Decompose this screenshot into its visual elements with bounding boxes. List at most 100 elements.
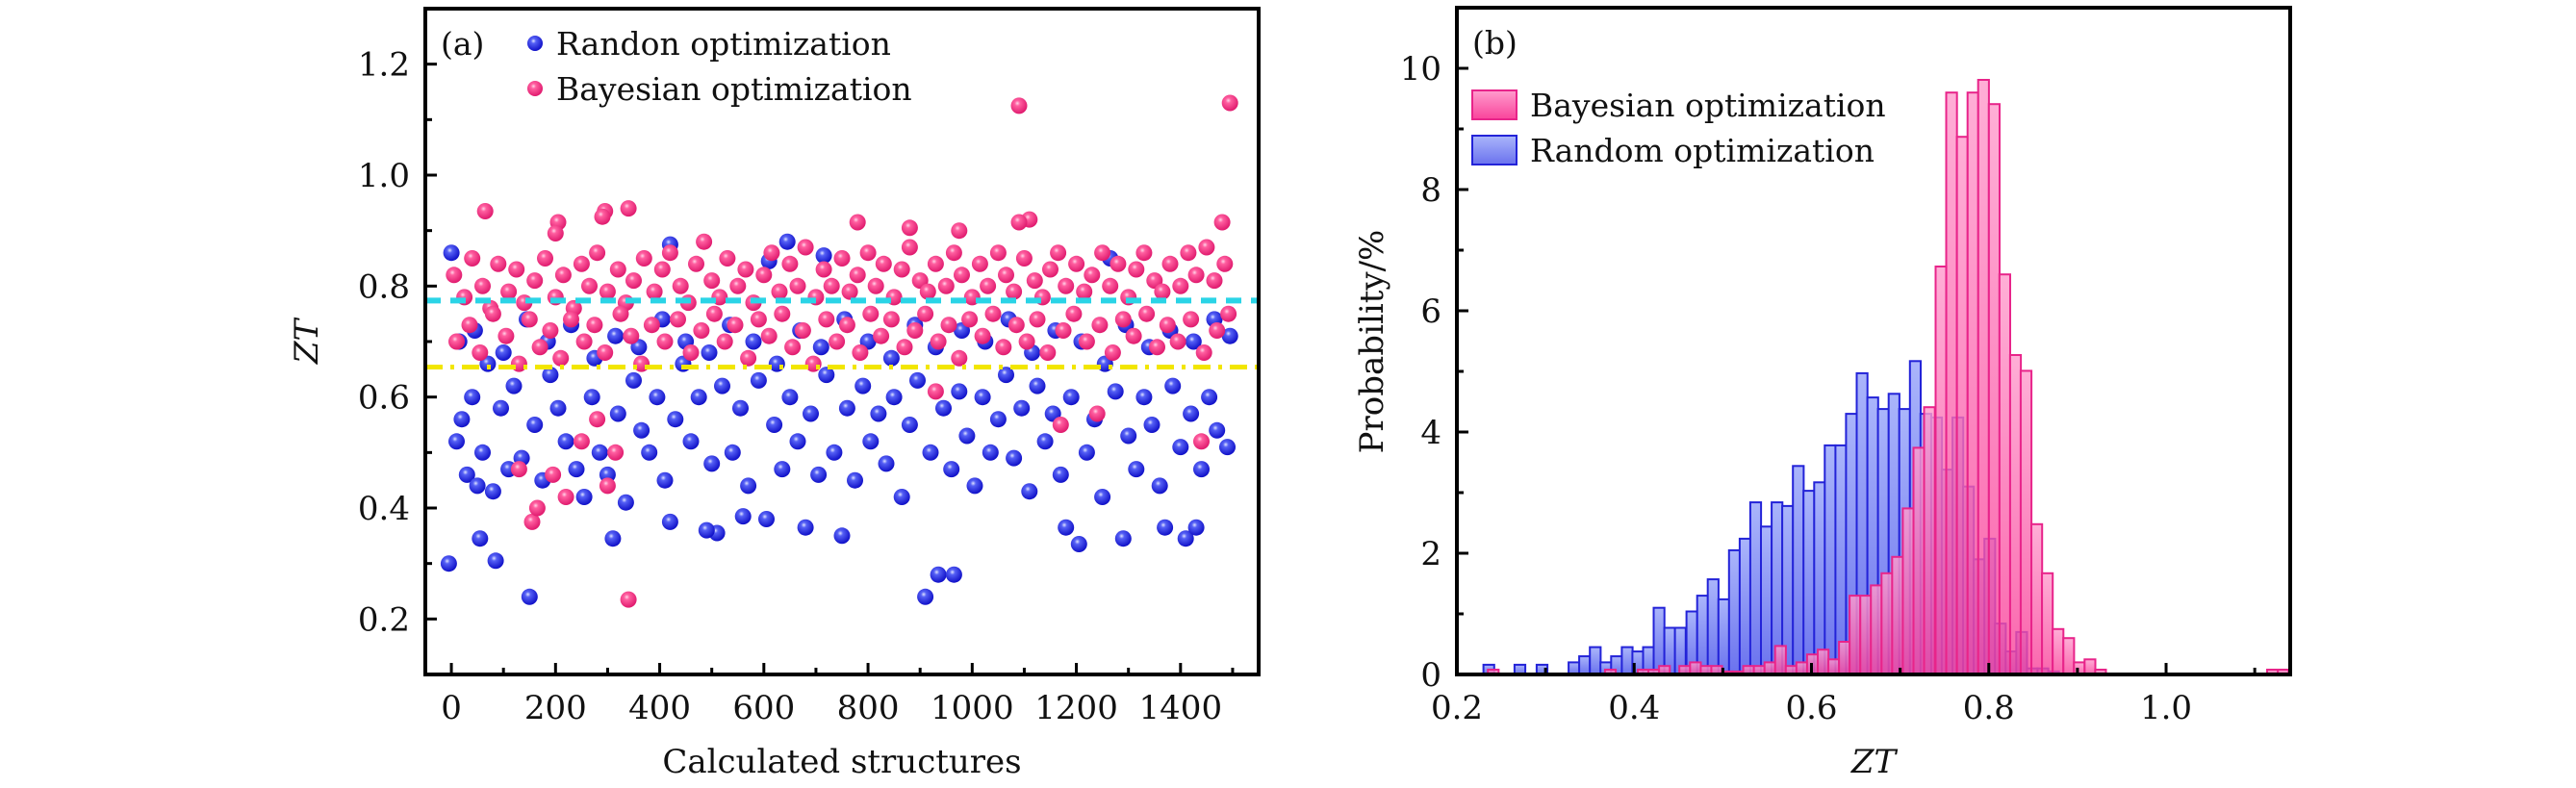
scatter-point-random [966,477,983,495]
scatter-point-bayesian [1065,305,1083,322]
scatter-point-bayesian [1102,277,1119,294]
x-tick-label-a: 0 [441,689,462,727]
scatter-point-bayesian [951,349,968,367]
scatter-point-random [838,399,855,417]
scatter-point-random [930,566,947,583]
scatter-point-bayesian [823,277,840,294]
scatter-point-random [893,489,910,505]
scatter-point-bayesian [1068,255,1085,272]
scatter-point-bayesian [893,261,910,278]
histogram-bar-bayesian [1934,266,1948,674]
scatter-point-bayesian [1010,97,1028,114]
scatter-point-bayesian [1195,344,1212,361]
histogram-bar-random [1717,597,1731,674]
histogram-bar-bayesian [2052,627,2065,674]
scatter-point-random [542,367,559,384]
scatter-point-random [575,489,593,505]
scatter-point-bayesian [476,203,494,219]
scatter-point-bayesian [1221,94,1238,112]
histogram-bar-random [1535,663,1549,674]
histogram-bar-bayesian [1966,91,1979,674]
scatter-point-random [557,433,574,450]
histogram-bar-bayesian [1977,79,1990,674]
scatter-point-bayesian [852,344,869,361]
scatter-point-bayesian [1154,283,1171,300]
scatter-point-bayesian [859,244,877,262]
x-tick-label-a: 1400 [1139,689,1223,727]
legend-label-bayesian: Bayesian optimization [556,70,912,108]
scatter-point-random [1062,389,1080,406]
plot-frame-b [1455,6,2292,676]
scatter-point-random [885,389,903,406]
scatter-point-bayesian [927,255,944,272]
histogram-bar-random [1748,501,1763,674]
histogram-bar-random [1589,646,1602,674]
scatter-point-bayesian [531,339,548,356]
scatter-point-bayesian [448,333,465,350]
scatter-point-random [818,367,835,384]
scatter-point-random [1052,466,1069,483]
scatter-point-random [958,427,976,445]
scatter-point-bayesian [497,327,515,344]
scatter-point-bayesian [573,255,590,272]
x-axis-b: 0.2 0.4 0.6 0.8 1.0 [1431,663,2257,727]
scatter-point-bayesian [1050,244,1067,262]
scatter-point-random [945,566,962,583]
scatter-point-random [604,530,622,547]
scatter-point-random [909,371,926,389]
histogram-bar-random [1727,548,1742,674]
scatter-point-bayesian [620,200,637,217]
scatter-point-random [1151,477,1168,495]
scatter-point-bayesian [1058,277,1075,294]
y-tick-label-b: 10 [1400,50,1441,89]
scatter-point-bayesian [940,317,957,334]
scatter-point-random [649,389,666,406]
scatter-point-random [661,513,678,530]
scatter-point-bayesian [1055,322,1072,339]
scatter-point-bayesian [755,267,773,284]
scatter-point-bayesian [510,355,527,372]
scatter-point-bayesian [951,222,968,240]
scatter-point-bayesian [971,255,988,272]
scatter-point-random [521,588,538,605]
scatter-point-bayesian [643,317,660,334]
scatter-point-random [1193,461,1210,478]
scatter-point-bayesian [1172,277,1189,294]
scatter-point-bayesian [464,250,481,267]
x-axis-title-a: Calculated structures [662,743,1021,781]
scatter-point-bayesian [1187,267,1205,284]
scatter-point-bayesian [693,322,710,339]
scatter-point-bayesian [635,250,652,267]
scatter-point-bayesian [523,513,541,530]
y-tick-label-a: 1.2 [358,46,410,85]
legend-swatch-bayesian [1471,89,1518,120]
scatter-point-bayesian [586,317,603,334]
x-tick-label-a: 1200 [1034,689,1118,727]
scatter-point-random [583,389,600,406]
scatter-point-random [870,405,887,422]
scatter-point-bayesian [623,327,640,344]
scatter-point-random [1172,439,1189,456]
histogram-bar-bayesian [2008,354,2023,674]
histogram-bar-bayesian [1838,641,1851,674]
scatter-point-random [724,444,741,461]
scatter-point-bayesian [716,333,733,350]
scatter-point-random [633,421,650,439]
legend-label-random-b: Random optimization [1530,132,1875,169]
scatter-point-bayesian [1029,311,1046,328]
scatter-point-random [443,244,460,262]
scatter-point-random [526,417,544,433]
scatter-point-random [487,552,504,570]
scatter-point-random [974,389,991,406]
legend-label-bayesian-b: Bayesian optimization [1530,87,1886,124]
scatter-point-bayesian [661,244,678,262]
scatter-point-bayesian [554,267,572,284]
histogram-bar-bayesian [2019,369,2033,674]
histogram-bar-bayesian [2041,572,2054,674]
histogram-bar-random [1792,465,1805,674]
scatter-point-random [917,588,934,605]
scatter-point-random [901,417,918,433]
scatter-point-bayesian [1109,255,1127,272]
x-tick-label-a: 600 [732,689,795,727]
scatter-point-bayesian [945,244,962,262]
